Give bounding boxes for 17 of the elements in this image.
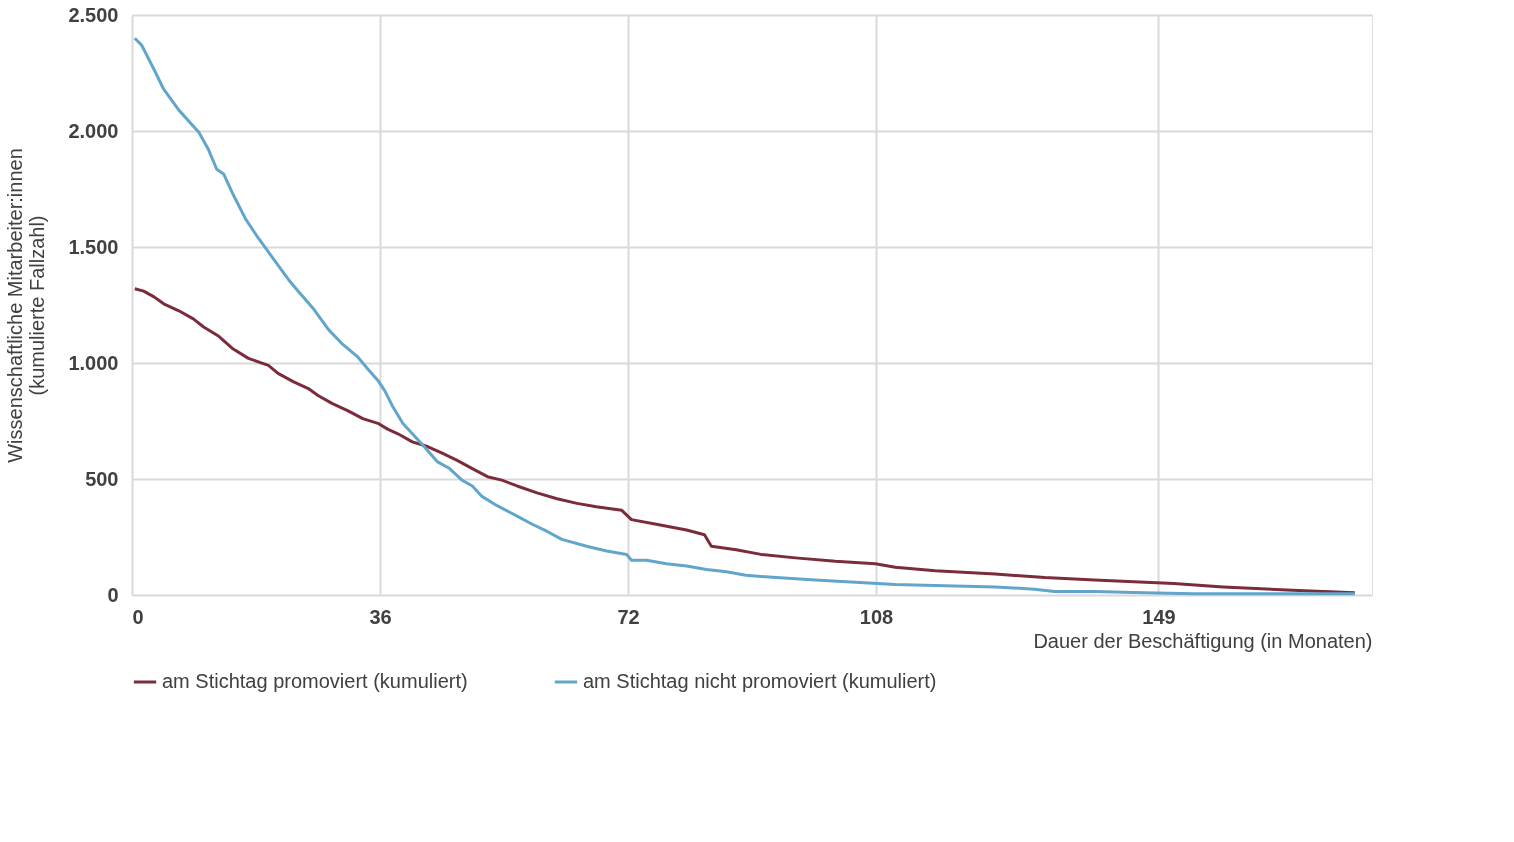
y-tick-label: 2.000 xyxy=(68,119,119,142)
y-tick-label: 0 xyxy=(107,583,119,606)
y-tick-label: 2.500 xyxy=(68,3,119,26)
legend-label: am Stichtag nicht promoviert (kumuliert) xyxy=(583,670,937,692)
y-tick-label: 1.000 xyxy=(68,351,119,374)
line-series xyxy=(133,36,1357,596)
y-axis-title: Wissenschaftliche Mitarbeiter:innen (kumulierte Fallzahl) xyxy=(4,148,49,463)
x-tick-label: 36 xyxy=(369,605,392,628)
line-series xyxy=(133,287,1357,595)
x-tick-label: 108 xyxy=(859,605,894,628)
y-tick-label: 1.500 xyxy=(68,235,119,258)
y-tick-label: 500 xyxy=(85,467,119,490)
x-tick-label: 0 xyxy=(132,605,144,628)
x-tick-label: 149 xyxy=(1142,605,1176,628)
x-tick-label: 72 xyxy=(617,605,640,628)
x-axis-title: Dauer der Beschäftigung (in Monaten) xyxy=(1033,629,1373,652)
legend-label: am Stichtag promoviert (kumuliert) xyxy=(162,670,468,692)
